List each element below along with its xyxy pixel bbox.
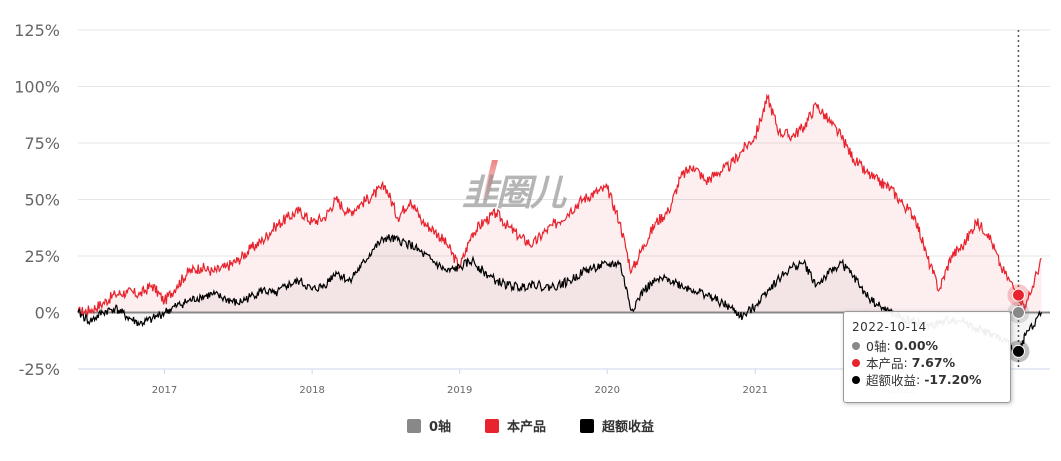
legend-swatch-excess <box>580 418 595 433</box>
y-tick-label: -25% <box>19 360 60 379</box>
tooltip-sep-zero-axis: : <box>886 338 891 353</box>
y-tick-label: 25% <box>24 247 60 266</box>
tooltip-row-excess: 超额收益: -17.20% <box>852 371 1002 388</box>
legend-swatch-product <box>485 418 499 433</box>
tooltip-row-product: 本产品: 7.67% <box>852 354 1002 371</box>
legend-item-product[interactable]: 本产品 <box>485 416 546 435</box>
legend-item-excess[interactable]: 超额收益 <box>580 416 654 435</box>
tooltip-value-zero-axis: 0.00% <box>894 338 939 353</box>
marker-point <box>1011 306 1025 319</box>
product-area <box>78 95 1042 317</box>
x-tick-label: 2019 <box>447 385 472 396</box>
legend-swatch-zero-axis <box>406 418 421 433</box>
y-tick-label: 75% <box>24 134 60 153</box>
tooltip-value-product: 7.67% <box>911 355 956 370</box>
series-line-excess <box>77 234 1043 354</box>
tooltip-name-excess: 超额收益 <box>866 373 917 388</box>
marker-point <box>1011 288 1025 302</box>
tooltip-dot-product <box>852 358 860 367</box>
x-tick-label: 2020 <box>595 385 620 396</box>
tooltip-markers <box>1007 30 1030 369</box>
x-tick-label: 2018 <box>299 385 324 396</box>
watermark-text: 韭圈儿 <box>462 173 566 214</box>
y-axis: 125% 100% 75% 50% 25% 0% -25% <box>14 21 60 379</box>
x-tick-label: 2017 <box>152 385 177 396</box>
legend-label-zero-axis: 0轴 <box>428 420 451 435</box>
tooltip-row-zero-axis: 0轴: 0.00% <box>852 337 1002 354</box>
tooltip-sep-excess: : <box>916 372 921 387</box>
tooltip-name-product: 本产品 <box>866 356 904 371</box>
marker-point <box>1011 344 1025 358</box>
tooltip: 2022-10-14 0轴: 0.00% 本产品: 7.67% 超额收益: -1… <box>843 311 1011 403</box>
legend-item-zero-axis[interactable]: 0轴 <box>406 416 451 435</box>
tooltip-name-zero-axis: 0轴 <box>866 339 887 354</box>
tooltip-dot-excess <box>852 375 860 384</box>
y-tick-label: 125% <box>14 21 60 40</box>
tooltip-value-excess: -17.20% <box>924 372 982 387</box>
x-tick-label: 2021 <box>743 385 768 396</box>
y-tick-label: 100% <box>14 78 60 97</box>
tooltip-sep-product: : <box>903 355 908 370</box>
legend: 0轴 本产品 超额收益 <box>0 416 1061 435</box>
y-tick-label: 50% <box>24 191 60 210</box>
legend-label-product: 本产品 <box>507 420 547 435</box>
line-chart: 125% 100% 75% 50% 25% 0% -25% 2017 2018 2019 2020… <box>14 21 1050 396</box>
tooltip-dot-zero-axis <box>852 341 860 350</box>
legend-label-excess: 超额收益 <box>602 420 655 435</box>
series-line-product <box>77 93 1042 318</box>
y-tick-label: 0% <box>35 304 60 323</box>
tooltip-date: 2022-10-14 <box>852 320 927 334</box>
